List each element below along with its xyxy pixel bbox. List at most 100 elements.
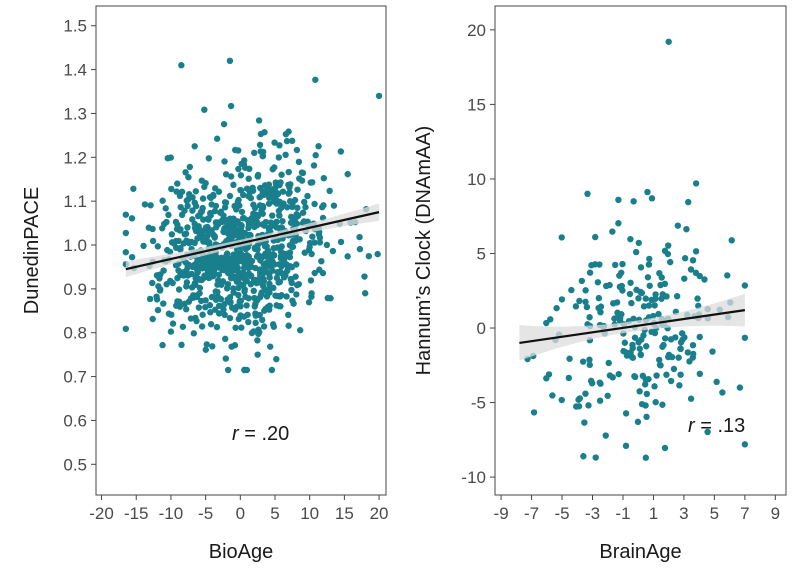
data-point	[203, 232, 211, 240]
data-point	[169, 279, 176, 287]
data-point	[633, 286, 640, 294]
data-point	[302, 203, 309, 211]
data-point	[596, 397, 604, 404]
data-point	[299, 209, 307, 216]
data-point	[307, 277, 315, 284]
data-point	[645, 302, 653, 309]
data-point	[709, 348, 716, 355]
data-point	[245, 264, 252, 272]
data-point	[619, 260, 626, 268]
data-point	[659, 401, 666, 408]
data-point	[622, 442, 630, 449]
data-point	[273, 274, 281, 282]
data-point	[604, 392, 611, 399]
data-point	[252, 300, 259, 307]
data-point	[147, 202, 154, 209]
data-point	[191, 143, 198, 150]
data-point	[652, 291, 659, 298]
data-point	[215, 188, 223, 195]
data-point	[255, 326, 262, 333]
data-point	[237, 297, 245, 305]
data-point	[630, 198, 637, 205]
data-point	[184, 224, 191, 231]
x-axis-ticks: -9 -7 -5 -3 -1 1 3 5 7 9	[494, 495, 780, 523]
data-point	[198, 323, 206, 330]
data-point	[667, 336, 675, 343]
data-point	[215, 310, 223, 317]
data-point	[286, 249, 294, 256]
data-point	[213, 260, 221, 267]
x-tick-label: 0	[236, 504, 245, 523]
x-tick-label: 20	[370, 504, 389, 523]
data-point	[122, 248, 130, 256]
data-point	[694, 295, 701, 302]
data-point	[568, 286, 575, 294]
data-point	[239, 215, 247, 222]
data-point	[226, 299, 234, 306]
data-point	[596, 261, 603, 268]
data-point	[293, 291, 300, 298]
data-point	[661, 444, 669, 452]
correlation-annotation: r = .13	[688, 415, 745, 437]
data-point	[263, 243, 270, 250]
data-point	[245, 175, 252, 182]
data-point	[269, 321, 277, 328]
data-point	[202, 303, 209, 311]
y-axis-label: Hannum’s Clock (DNAmAA)	[413, 126, 435, 376]
scatter-points	[519, 38, 749, 461]
data-point	[327, 295, 334, 302]
data-point	[638, 289, 646, 297]
data-point	[205, 239, 213, 246]
data-point	[696, 333, 703, 341]
data-point	[696, 272, 703, 280]
data-point	[241, 275, 248, 282]
data-point	[207, 321, 215, 328]
data-point	[181, 300, 188, 308]
data-point	[260, 220, 268, 228]
data-point	[609, 228, 616, 235]
x-tick-label: -9	[494, 504, 509, 523]
data-point	[635, 339, 642, 346]
data-point	[616, 272, 623, 279]
data-point	[268, 366, 276, 374]
data-point	[188, 238, 195, 246]
data-point	[685, 198, 692, 206]
data-point	[374, 250, 381, 258]
data-point	[221, 217, 229, 224]
data-point	[681, 275, 688, 282]
data-point	[639, 372, 646, 380]
data-point	[140, 242, 147, 250]
data-point	[145, 224, 152, 231]
data-point	[586, 356, 593, 363]
data-point	[271, 261, 278, 268]
data-point	[268, 267, 276, 274]
data-point	[278, 224, 286, 232]
data-point	[192, 188, 200, 195]
correlation-value: = .13	[695, 415, 746, 437]
data-point	[269, 212, 276, 219]
data-point	[670, 365, 678, 373]
data-point	[213, 224, 220, 231]
data-point	[172, 218, 180, 226]
data-point	[657, 362, 664, 369]
data-point	[684, 349, 692, 356]
data-point	[154, 306, 162, 314]
data-point	[128, 215, 136, 222]
data-point	[230, 181, 237, 189]
data-point	[677, 345, 684, 352]
data-point	[648, 296, 655, 304]
data-point	[191, 261, 198, 269]
data-point	[278, 263, 285, 270]
data-point	[254, 351, 261, 358]
data-point	[588, 380, 596, 387]
data-point	[642, 454, 650, 461]
data-point	[309, 233, 316, 240]
data-point	[240, 313, 248, 320]
data-point	[584, 190, 591, 198]
data-point	[256, 141, 264, 149]
data-point	[241, 366, 248, 374]
x-axis-label: BioAge	[209, 541, 274, 563]
data-point	[201, 183, 208, 191]
data-point	[177, 271, 184, 279]
